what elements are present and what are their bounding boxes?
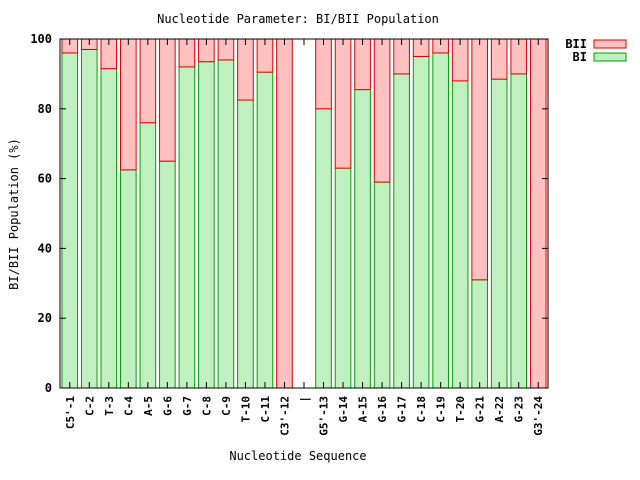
bii-bar bbox=[120, 38, 137, 171]
bi-bar bbox=[432, 52, 449, 389]
bi-bar bbox=[315, 108, 332, 389]
x-tick-label: C-18 bbox=[415, 396, 428, 423]
y-tick-label: 20 bbox=[38, 311, 52, 325]
bii-bar bbox=[451, 38, 469, 82]
bi-bar bbox=[393, 73, 410, 389]
plot-frame bbox=[59, 38, 549, 389]
legend-label: BII bbox=[565, 37, 587, 51]
y-tick-label: 0 bbox=[45, 381, 52, 395]
x-tick-label: C5'-1 bbox=[64, 396, 77, 429]
x-tick-label: C3'-12 bbox=[278, 396, 291, 436]
bi-bar bbox=[139, 122, 157, 389]
bi-bar bbox=[510, 73, 528, 389]
bi-bar bbox=[471, 279, 488, 389]
y-axis-label: BI/BII Population (%) bbox=[7, 138, 21, 290]
x-tick-label: C-8 bbox=[200, 396, 213, 416]
bi-bar bbox=[237, 99, 254, 389]
bi-bar bbox=[120, 169, 137, 389]
x-tick-label: C-4 bbox=[122, 396, 135, 416]
bi-bar bbox=[490, 78, 508, 389]
bi-bar bbox=[178, 66, 196, 389]
x-tick-label: G-16 bbox=[376, 396, 389, 423]
bi-bar bbox=[61, 52, 79, 389]
x-tick-label: G3'-24 bbox=[532, 396, 545, 436]
bi-bar bbox=[198, 61, 215, 389]
y-tick-label: 40 bbox=[38, 241, 52, 255]
bii-bar bbox=[315, 38, 332, 110]
x-tick-label: G-23 bbox=[513, 396, 526, 423]
x-tick-label: G-14 bbox=[337, 396, 350, 423]
legend-swatch bbox=[593, 52, 627, 62]
bi-bar bbox=[334, 167, 352, 389]
bi-bar bbox=[159, 160, 176, 389]
bi-bar bbox=[100, 68, 118, 389]
chart-title: Nucleotide Parameter: BI/BII Population bbox=[157, 12, 439, 26]
x-tick-label: C-11 bbox=[259, 396, 272, 423]
y-tick-label: 80 bbox=[38, 102, 52, 116]
bii-bar bbox=[159, 38, 176, 162]
bi-bar bbox=[217, 59, 235, 389]
x-axis-label: Nucleotide Sequence bbox=[229, 449, 366, 463]
bii-bar bbox=[276, 38, 293, 389]
x-tick-label: C-19 bbox=[435, 396, 448, 423]
legend-swatch bbox=[593, 39, 627, 49]
bii-bar bbox=[139, 38, 157, 124]
bars-layer bbox=[61, 38, 547, 389]
bii-bar bbox=[354, 38, 371, 91]
x-tick-label: G-17 bbox=[396, 396, 409, 423]
legend-label: BI bbox=[573, 50, 587, 64]
y-tick-label: 100 bbox=[30, 32, 52, 46]
bi-bar bbox=[256, 71, 274, 389]
bii-bar bbox=[373, 38, 391, 183]
x-tick-label: T-3 bbox=[103, 396, 116, 416]
x-tick-label: T-10 bbox=[239, 396, 252, 423]
x-ticks-layer: C5'-1 C-2 T-3 C-4 A-5 G-6 G-7 C-8 C-9 T-10 C-11 C3'… bbox=[64, 39, 545, 436]
bi-bar bbox=[373, 181, 391, 389]
x-tick-label: G-21 bbox=[474, 396, 487, 423]
bi-bar bbox=[80, 48, 98, 389]
x-tick-label: A-15 bbox=[357, 396, 370, 423]
bi-bar bbox=[412, 55, 430, 389]
y-ticks-layer: 0 20 40 60 80 100 bbox=[30, 32, 548, 395]
bii-bar bbox=[237, 38, 254, 101]
bii-bar bbox=[334, 38, 352, 169]
y-tick-label: 60 bbox=[38, 172, 52, 186]
x-tick-label: T-20 bbox=[454, 396, 467, 423]
x-tick-label: A-5 bbox=[142, 396, 155, 416]
bi-bar bbox=[354, 89, 371, 389]
x-tick-label: G-6 bbox=[161, 396, 174, 416]
bii-bar bbox=[471, 38, 488, 281]
x-tick-label: A-22 bbox=[493, 396, 506, 423]
bii-bar bbox=[529, 38, 547, 389]
x-tick-label: | bbox=[298, 396, 311, 403]
x-tick-label: G5'-13 bbox=[318, 396, 331, 436]
x-tick-label: C-9 bbox=[220, 396, 233, 416]
x-tick-label: G-7 bbox=[181, 396, 194, 416]
bii-bar bbox=[490, 38, 508, 80]
bi-bar bbox=[451, 80, 469, 389]
x-tick-label: C-2 bbox=[83, 396, 96, 416]
